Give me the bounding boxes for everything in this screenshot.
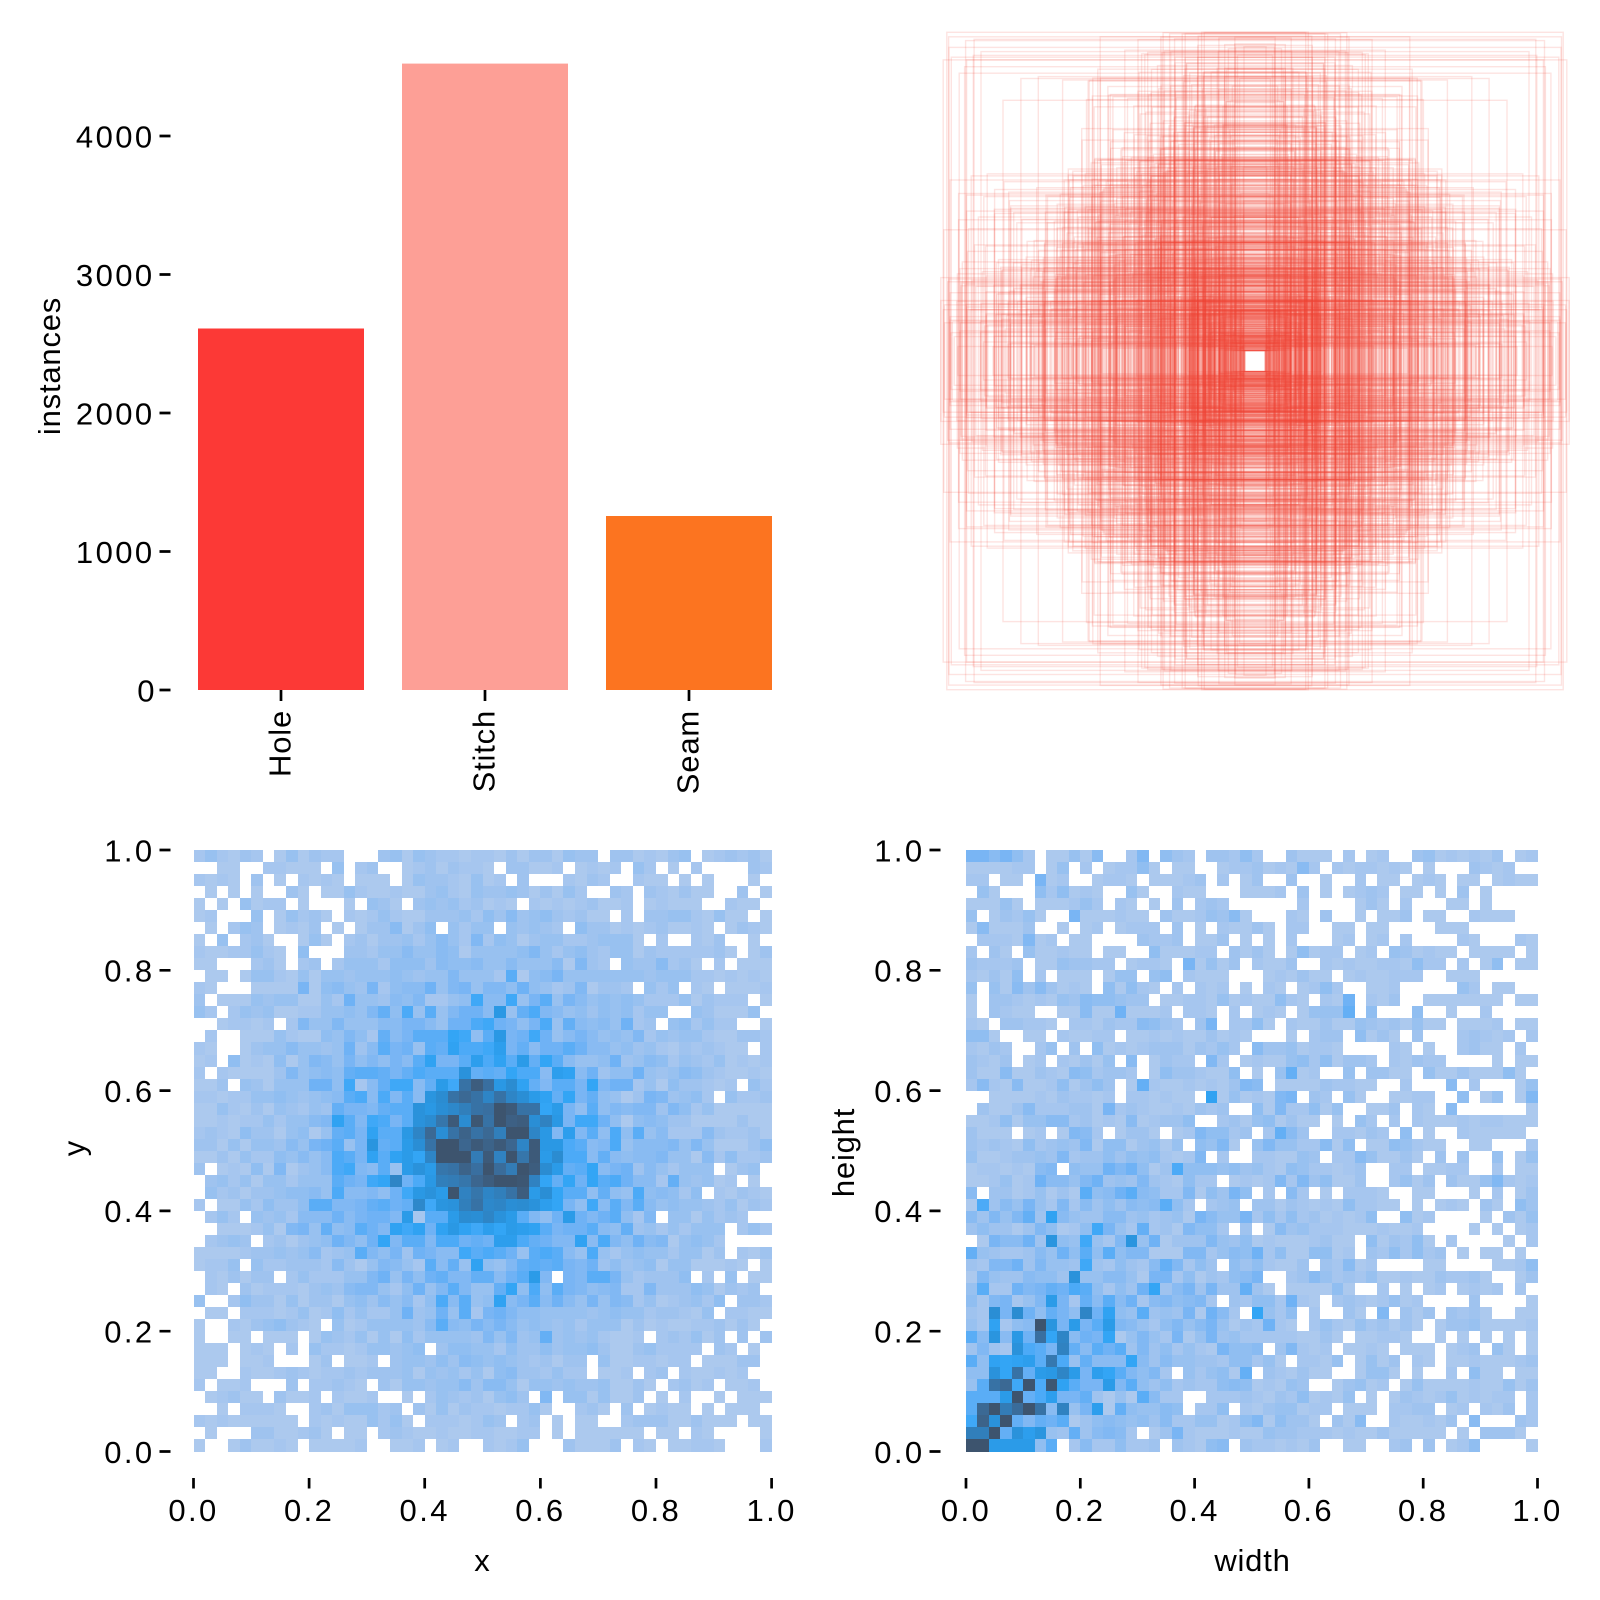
svg-text:0.6: 0.6 [104,1074,154,1109]
svg-text:0.6: 0.6 [515,1493,565,1528]
svg-text:0.4: 0.4 [104,1194,154,1229]
svg-text:1.0: 1.0 [746,1493,796,1528]
svg-text:0.4: 0.4 [400,1493,450,1528]
svg-text:0.4: 0.4 [1169,1493,1219,1528]
svg-text:0.2: 0.2 [284,1493,334,1528]
svg-text:4000: 4000 [76,119,155,154]
svg-text:0.2: 0.2 [874,1315,924,1350]
svg-text:0.0: 0.0 [168,1493,218,1528]
svg-text:0.2: 0.2 [104,1315,154,1350]
svg-text:1000: 1000 [76,535,155,570]
svg-text:instances: instances [32,297,67,435]
svg-text:1.0: 1.0 [104,833,154,868]
svg-text:0.0: 0.0 [104,1435,154,1470]
svg-text:0.0: 0.0 [874,1435,924,1470]
svg-text:3000: 3000 [76,258,155,293]
svg-text:0.4: 0.4 [874,1194,924,1229]
svg-text:x: x [474,1543,490,1578]
svg-text:Stitch: Stitch [467,710,502,792]
svg-text:0.0: 0.0 [941,1493,991,1528]
svg-text:2000: 2000 [76,396,155,431]
svg-text:0.8: 0.8 [104,954,154,989]
svg-text:1.0: 1.0 [874,833,924,868]
svg-text:0.8: 0.8 [631,1493,681,1528]
svg-text:1.0: 1.0 [1512,1493,1562,1528]
svg-text:0.6: 0.6 [1284,1493,1334,1528]
svg-text:0.8: 0.8 [1398,1493,1448,1528]
svg-text:0.6: 0.6 [874,1074,924,1109]
svg-text:width: width [1213,1543,1290,1578]
svg-text:0: 0 [137,673,154,708]
svg-text:y: y [57,1140,92,1156]
svg-text:height: height [826,1108,861,1197]
svg-text:Seam: Seam [671,710,706,794]
svg-text:Hole: Hole [263,710,298,777]
svg-text:0.2: 0.2 [1055,1493,1105,1528]
svg-text:0.8: 0.8 [874,954,924,989]
